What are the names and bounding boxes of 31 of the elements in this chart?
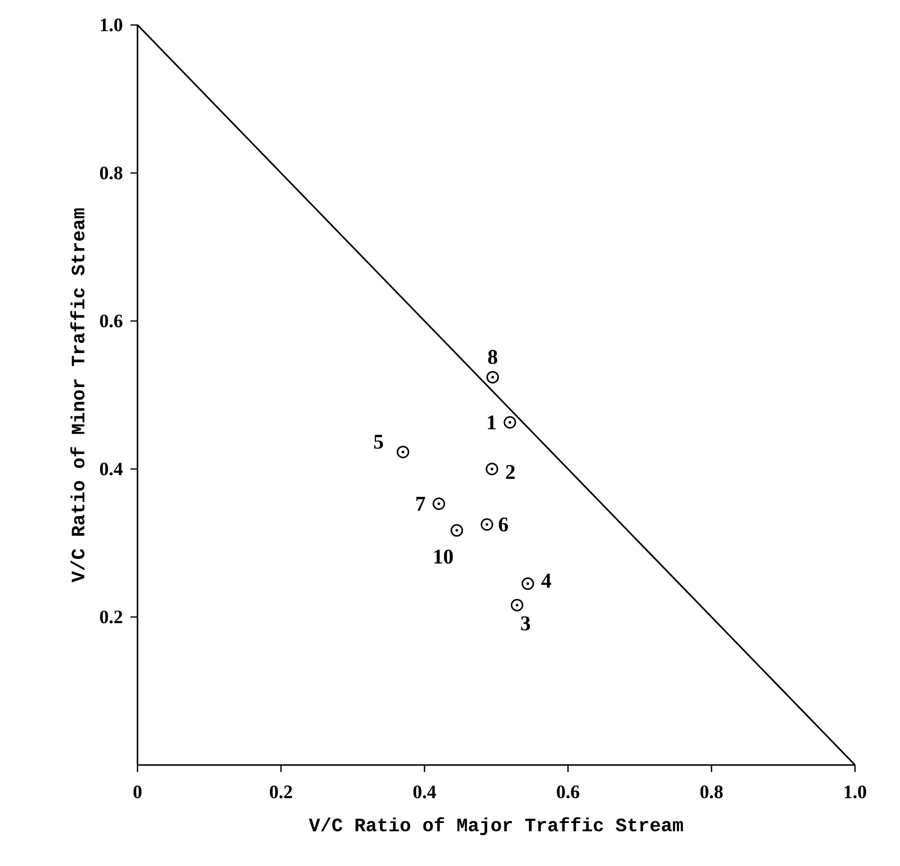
annotation: 3 <box>521 616 530 630</box>
x-tick-label: 0.4 <box>413 786 436 798</box>
y-tick-label: 0.8 <box>100 166 122 180</box>
annotation: 7 <box>416 496 426 511</box>
point <box>510 598 524 612</box>
point <box>432 498 446 510</box>
point <box>480 518 494 531</box>
annotation: 4 <box>541 574 552 588</box>
point <box>396 446 410 458</box>
point <box>450 524 464 537</box>
point <box>486 370 499 384</box>
y-tick-label: 0.2 <box>100 610 122 624</box>
y-axis-title: V/C Ratio of Minor Traffic Stream <box>70 208 84 582</box>
annotation: 10 <box>434 550 453 564</box>
annotation: 8 <box>488 350 498 364</box>
x-tick-label: 0.6 <box>556 786 580 798</box>
point <box>522 577 534 590</box>
annotation: 1 <box>488 415 496 430</box>
point <box>504 416 516 429</box>
annotation: 6 <box>498 517 508 532</box>
x-axis-title: V/C Ratio of Major Traffic Stream <box>308 817 683 836</box>
x-tick-label: 1.0 <box>844 786 866 798</box>
point <box>486 462 498 476</box>
x-tick-label: 0.2 <box>270 786 292 798</box>
y-tick-label: 1.0 <box>100 18 122 32</box>
y-tick-label: 0.4 <box>100 462 123 476</box>
x-tick-label: 0.8 <box>700 786 723 798</box>
y-tick-label: 0.6 <box>100 314 122 328</box>
annotation: 2 <box>506 465 515 479</box>
annotation: 5 <box>374 434 384 449</box>
x-tick-label: 0 <box>133 786 142 798</box>
